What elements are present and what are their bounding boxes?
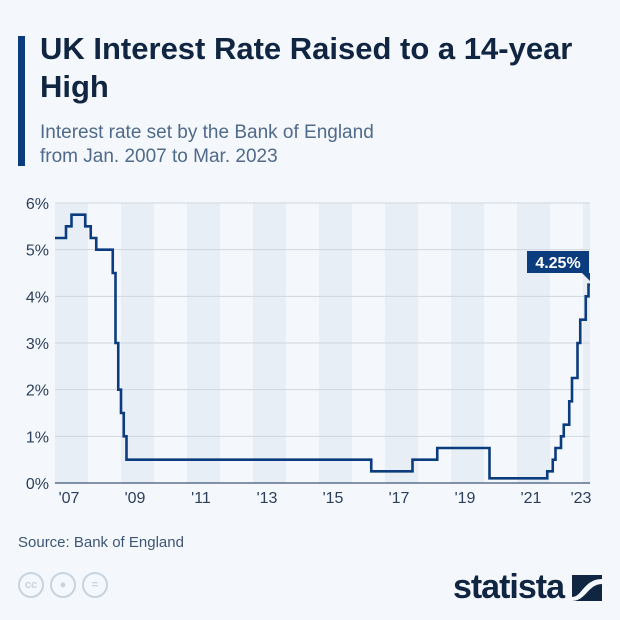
x-tick-label: '23: [571, 490, 592, 507]
x-tick-label: '11: [191, 490, 211, 507]
x-tick-label: '09: [125, 490, 146, 507]
annotation-label: 4.25%: [535, 255, 580, 272]
y-tick-label: 5%: [26, 243, 49, 260]
cc-icon[interactable]: cc: [18, 572, 44, 598]
rate-line: [55, 213, 590, 480]
title-accent-bar: [18, 36, 25, 166]
annotation-box: [527, 251, 589, 273]
source-note: Source: Bank of England: [18, 534, 184, 551]
license-icons: cc ● =: [18, 572, 108, 598]
no-derivatives-icon[interactable]: =: [82, 572, 108, 598]
y-tick-label: 3%: [26, 336, 49, 353]
x-tick-label: '13: [257, 490, 278, 507]
statista-logo[interactable]: statista: [453, 568, 602, 607]
y-tick-label: 4%: [26, 289, 49, 306]
x-tick-label: '07: [59, 490, 80, 507]
x-tick-label: '15: [323, 490, 344, 507]
y-tick-label: 1%: [26, 429, 49, 446]
x-tick-label: '21: [521, 490, 542, 507]
y-tick-label: 6%: [26, 196, 49, 213]
y-tick-label: 2%: [26, 383, 49, 400]
y-tick-label: 0%: [26, 476, 49, 493]
brand-wordmark: statista: [452, 568, 565, 606]
subtitle-line-1: Interest rate set by the Bank of England: [40, 122, 374, 143]
subtitle-line-2: from Jan. 2007 to Mar. 2023: [40, 146, 278, 167]
x-tick-label: '19: [455, 490, 476, 507]
chart-title: UK Interest Rate Raised to a 14-year Hig…: [40, 31, 573, 104]
annotation-pointer: [582, 273, 590, 281]
chart-subtitle: Interest rate set by the Bank of England…: [40, 121, 374, 169]
attribution-icon[interactable]: ●: [50, 572, 76, 598]
statista-logo-icon: [572, 574, 602, 601]
x-tick-label: '17: [389, 490, 410, 507]
